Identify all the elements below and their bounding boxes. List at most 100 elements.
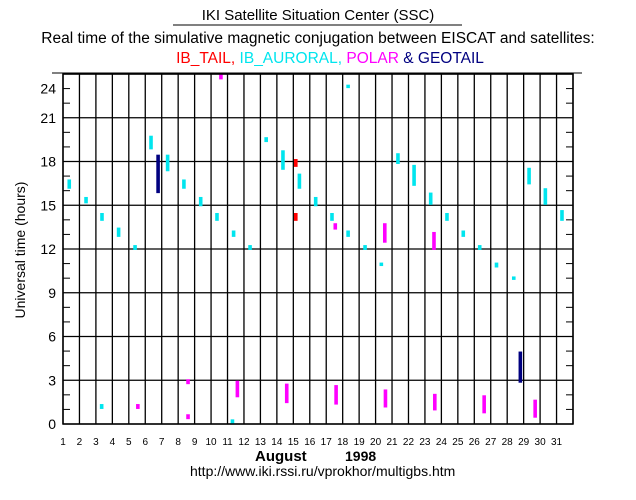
x-tick-label: 28 <box>502 437 514 448</box>
data-point-ib-tail <box>293 213 298 221</box>
data-point-geotail <box>518 351 523 383</box>
data-point-ib-auroral <box>133 245 137 250</box>
legend-entry: IB_TAIL <box>176 50 231 67</box>
x-tick-label: 26 <box>469 437 481 448</box>
data-point-ib-auroral <box>116 227 121 237</box>
x-tick-label: 13 <box>255 437 267 448</box>
data-point-ib-auroral <box>281 150 285 170</box>
x-tick-label: 27 <box>485 437 497 448</box>
data-point-ib-auroral <box>198 196 203 207</box>
data-point-ib-auroral <box>84 196 88 204</box>
x-tick-label: 15 <box>288 437 300 448</box>
data-point-ib-auroral <box>215 213 219 221</box>
x-tick-label: 7 <box>159 437 165 448</box>
data-point-ib-auroral <box>527 167 531 185</box>
data-point-ib-auroral <box>264 137 268 143</box>
x-tick-label: 21 <box>386 437 398 448</box>
x-tick-label: 14 <box>271 437 283 448</box>
x-tick-label: 5 <box>126 437 132 448</box>
x-tick-label: 11 <box>222 437 233 448</box>
data-point-polar <box>136 404 140 409</box>
x-axis-label: August <box>255 448 307 465</box>
data-point-polar <box>383 389 388 408</box>
plot-frame <box>62 73 574 425</box>
data-point-polar <box>186 414 190 420</box>
grid <box>62 73 574 425</box>
y-tick-label: 21 <box>40 110 56 126</box>
data-point-polar <box>333 223 338 230</box>
data-point-polar <box>334 385 338 405</box>
data-point-ib-auroral <box>445 213 449 221</box>
data-point-ib-auroral <box>248 245 252 250</box>
chart-subtitle: Real time of the simulative magnetic con… <box>41 30 594 47</box>
x-tick-label: 25 <box>452 437 464 448</box>
data-point-ib-auroral <box>379 262 384 267</box>
data-point-polar <box>382 223 387 243</box>
data-point-ib-auroral <box>230 419 235 425</box>
data-point-geotail <box>156 154 160 194</box>
y-tick-label: 12 <box>40 241 56 257</box>
data-point-ib-auroral <box>330 213 334 221</box>
x-tick-label: 9 <box>192 437 198 448</box>
legend-separator: , <box>231 50 240 67</box>
y-tick-label: 6 <box>48 329 56 345</box>
y-tick-label: 3 <box>48 372 56 388</box>
chart-title: IKI Satellite Situation Center (SSC) <box>202 7 435 24</box>
data-point-polar <box>235 380 240 398</box>
x-tick-label: 23 <box>419 437 431 448</box>
data-point-polar <box>482 395 486 414</box>
data-point-ib-auroral <box>67 179 72 189</box>
x-tick-label: 6 <box>142 437 148 448</box>
data-point-ib-auroral <box>100 213 104 221</box>
data-point-ib-auroral <box>165 154 170 172</box>
x-tick-label: 2 <box>77 437 83 448</box>
data-point-ib-auroral <box>231 230 236 237</box>
x-tick-label: 31 <box>551 437 563 448</box>
data-point-polar <box>186 379 190 385</box>
y-tick-label: 9 <box>48 285 56 301</box>
x-tick-label: 12 <box>238 437 250 448</box>
data-point-ib-auroral <box>477 245 482 250</box>
data-point-ib-auroral <box>543 188 548 205</box>
data-point-ib-auroral <box>428 192 433 205</box>
data-point-polar <box>432 231 436 250</box>
x-tick-label: 4 <box>110 437 116 448</box>
y-tick-label: 24 <box>40 81 56 97</box>
x-tick-label: 16 <box>304 437 316 448</box>
footer-url[interactable]: http://www.iki.rssi.ru/vprokhor/multigbs… <box>190 463 455 479</box>
data-point-ib-auroral <box>412 164 416 186</box>
y-tick-label: 18 <box>40 154 56 170</box>
data-point-ib-auroral <box>99 404 104 409</box>
data-point-ib-auroral <box>461 230 466 237</box>
data-point-ib-auroral <box>346 230 350 237</box>
legend-separator: & <box>399 50 418 67</box>
x-tick-label: 19 <box>354 437 366 448</box>
data-point-ib-auroral <box>363 245 367 250</box>
data-point-ib-auroral <box>313 196 318 207</box>
data-point-ib-auroral <box>560 210 564 221</box>
data-marks <box>67 74 564 425</box>
data-point-ib-tail <box>293 159 298 167</box>
legend-entry: GEOTAIL <box>418 50 484 67</box>
x-tick-label: 10 <box>206 437 218 448</box>
x-tick-label: 22 <box>403 437 415 448</box>
y-tick-label: 0 <box>48 416 56 432</box>
y-tick-label: 15 <box>40 197 56 213</box>
x-axis-year: 1998 <box>345 448 376 464</box>
data-point-ib-auroral <box>149 135 153 150</box>
data-point-polar <box>284 383 289 404</box>
data-point-polar <box>533 399 537 418</box>
y-axis-label: Universal time (hours) <box>12 182 28 319</box>
legend-separator: , <box>338 50 347 67</box>
legend: IB_TAIL, IB_AURORAL, POLAR & GEOTAIL <box>176 50 484 67</box>
data-point-ib-auroral <box>511 276 516 280</box>
data-point-ib-auroral <box>346 84 350 89</box>
x-tick-label: 18 <box>337 437 349 448</box>
data-point-ib-auroral <box>297 173 302 189</box>
legend-entry: IB_AURORAL <box>240 50 339 67</box>
data-point-ib-auroral <box>182 179 186 189</box>
x-tick-label: 17 <box>321 437 333 448</box>
x-tick-label: 29 <box>518 437 530 448</box>
